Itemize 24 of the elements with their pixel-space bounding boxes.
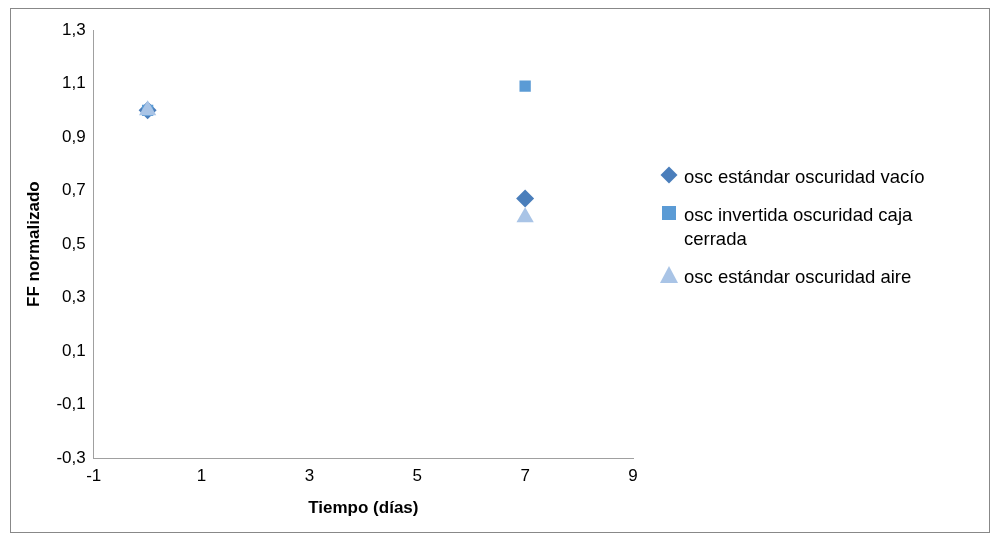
x-tick-label: 5	[412, 466, 423, 486]
legend-label: osc estándar oscuridad aire	[684, 265, 913, 289]
y-tick-label: -0,3	[56, 447, 86, 467]
y-tick-label: 0,1	[62, 340, 86, 360]
x-tick-label: -1	[86, 466, 102, 486]
x-axis-title: Tiempo (días)	[308, 498, 419, 518]
legend-label: osc estándar oscuridad vacío	[684, 165, 926, 189]
point	[519, 80, 531, 92]
point	[516, 189, 535, 208]
y-tick-label: 1,3	[62, 19, 86, 39]
y-tick-label: 0,5	[62, 233, 86, 253]
x-tick-label: 3	[304, 466, 315, 486]
y-tick-label: 0,7	[62, 180, 86, 200]
x-tick-label: 9	[628, 466, 638, 486]
y-axis-title: FF normalizado	[23, 181, 43, 307]
y-tick-label: 0,9	[62, 126, 86, 146]
x-tick-label: 1	[196, 466, 207, 486]
y-tick-label: 0,3	[62, 287, 86, 307]
x-tick-label: 7	[520, 466, 530, 486]
y-tick-label: -0,1	[56, 394, 86, 414]
point	[516, 207, 534, 223]
y-tick-label: 1,1	[62, 73, 86, 93]
legend-label: osc invertida oscuridad caja cerrada	[684, 203, 914, 251]
point	[138, 100, 157, 116]
